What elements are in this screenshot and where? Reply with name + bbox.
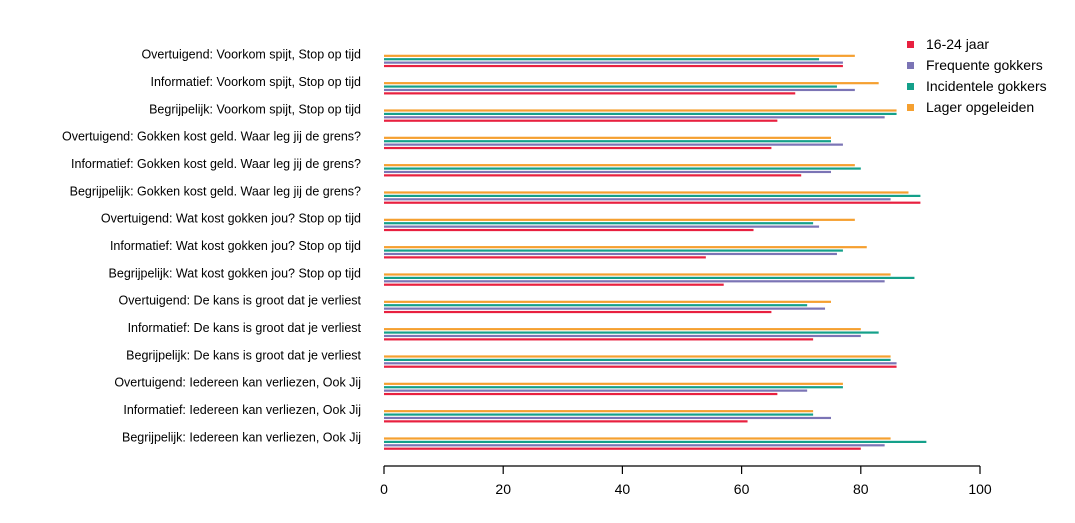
x-tick-label: 0 [380,481,388,497]
bar-12-1 [384,146,772,150]
bar-14-3 [384,85,837,88]
bar-7-1 [384,283,724,286]
bar-3-1 [384,392,778,396]
category-label: Informatief: De kans is groot dat je ver… [128,321,362,335]
bar-6-4 [384,300,831,303]
bar-13-1 [384,119,778,122]
bar-13-3 [384,112,897,115]
bar-8-3 [384,249,843,252]
bar-7-3 [384,276,915,279]
category-label: Begrijpelijk: Wat kost gokken jou? Stop … [109,266,361,280]
legend-swatch [907,83,914,90]
bar-2-2 [384,416,831,420]
bar-5-3 [384,331,879,334]
category-label: Informatief: Gokken kost geld. Waar leg … [71,157,361,171]
bars-layer [384,54,927,450]
legend-swatch [907,104,914,111]
category-label: Begrijpelijk: Gokken kost geld. Waar leg… [70,184,361,198]
legend-label: 16-24 jaar [926,36,989,52]
x-tick-label: 80 [853,481,869,497]
category-label: Overtuigend: Gokken kost geld. Waar leg … [62,130,361,144]
bar-9-4 [384,218,855,221]
bar-4-1 [384,365,897,368]
legend-swatch [907,62,914,69]
bar-15-1 [384,64,843,68]
bar-3-3 [384,386,843,389]
x-tick-label: 100 [968,481,992,497]
bar-11-2 [384,170,831,174]
legend-label: Incidentele gokkers [926,78,1047,94]
bar-5-2 [384,334,861,338]
bar-3-4 [384,382,843,385]
category-labels: Begrijpelijk: Iedereen kan verliezen, Oo… [62,48,362,445]
bar-7-2 [384,280,885,283]
bar-8-4 [384,246,867,249]
bar-12-2 [384,143,843,146]
bar-14-2 [384,88,855,92]
x-tick-label: 20 [495,481,511,497]
bar-4-2 [384,362,897,365]
bar-10-2 [384,198,891,201]
bar-7-4 [384,273,891,276]
bar-6-1 [384,310,772,314]
bar-15-3 [384,58,820,61]
legend-label: Lager opgeleiden [926,99,1034,115]
category-label: Begrijpelijk: Iedereen kan verliezen, Oo… [122,430,361,444]
bar-3-2 [384,389,808,392]
bar-6-2 [384,307,826,310]
bar-1-2 [384,444,885,447]
category-label: Informatief: Voorkom spijt, Stop op tijd [150,75,361,89]
category-label: Begrijpelijk: De kans is groot dat je ve… [126,348,361,362]
bar-5-4 [384,328,861,331]
bar-11-3 [384,167,861,170]
bar-11-1 [384,174,802,177]
bar-14-1 [384,92,796,95]
bar-9-2 [384,225,820,228]
bar-1-3 [384,440,927,443]
bar-12-4 [384,136,831,139]
category-label: Overtuigend: Wat kost gokken jou? Stop o… [101,212,361,226]
bar-6-3 [384,304,808,307]
legend-swatch [907,41,914,48]
bar-14-4 [384,82,879,85]
bar-9-1 [384,228,754,232]
category-label: Overtuigend: Voorkom spijt, Stop op tijd [141,48,361,62]
bar-12-3 [384,140,831,143]
bar-4-4 [384,355,891,358]
bar-11-4 [384,164,855,167]
category-label: Informatief: Wat kost gokken jou? Stop o… [110,239,361,253]
category-label: Overtuigend: Iedereen kan verliezen, Ook… [114,376,361,390]
legend-label: Frequente gokkers [926,57,1043,73]
bar-1-1 [384,447,861,450]
bar-2-1 [384,420,748,423]
bar-10-1 [384,201,921,204]
bar-9-3 [384,222,814,225]
category-label: Overtuigend: De kans is groot dat je ver… [119,294,362,308]
category-label: Informatief: Iedereen kan verliezen, Ook… [123,403,361,417]
bar-13-4 [384,109,897,112]
bar-2-4 [384,410,814,413]
bar-4-3 [384,358,891,361]
x-axis: 0 20 40 60 80 100 [380,465,992,497]
bar-8-1 [384,256,706,259]
legend: 16-24 jaar Frequente gokkers Incidentele g… [907,36,1047,115]
bar-15-4 [384,54,855,57]
bar-13-2 [384,116,885,119]
bar-2-3 [384,413,814,416]
x-tick-label: 40 [615,481,631,497]
category-label: Begrijpelijk: Voorkom spijt, Stop op tij… [149,102,361,116]
bar-5-1 [384,338,814,341]
bar-1-4 [384,437,891,440]
bar-10-3 [384,194,921,197]
bar-8-2 [384,252,837,256]
x-tick-label: 60 [734,481,750,497]
bar-15-2 [384,61,843,64]
bar-10-4 [384,191,909,194]
